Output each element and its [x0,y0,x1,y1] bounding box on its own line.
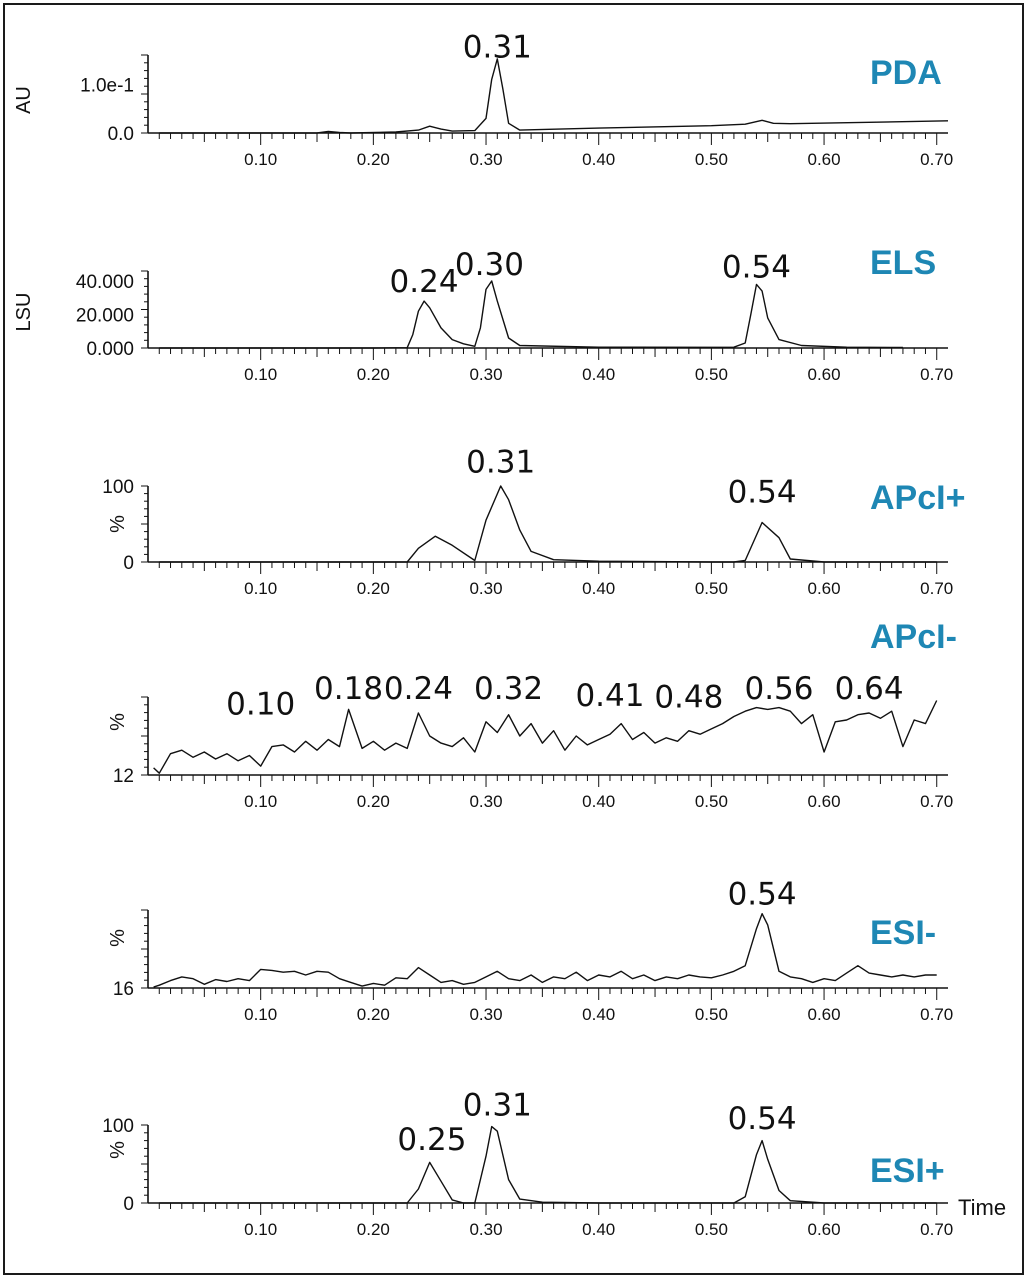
x-tick-label: 0.70 [920,579,953,598]
y-tick-label: 0.000 [86,339,134,360]
y-tick-label: 12 [113,766,134,787]
panel-els: 0.10 0.20 0.30 0.40 0.50 0.60 0.70 0.000 20.000 4… [13,244,953,384]
x-tick-label: 0.50 [695,1220,728,1239]
detector-label: ESI+ [870,1152,945,1190]
peak-label: 0.48 [654,680,723,716]
y-tick-label: 0 [123,553,134,574]
x-tick-label: 0.30 [469,792,502,811]
detector-label: ESI- [870,914,936,952]
x-tick-label: 0.20 [357,579,390,598]
x-axis-label: Time [958,1195,1006,1220]
peak-label: 0.24 [384,671,453,707]
x-tick-label: 0.40 [582,1005,615,1024]
trace-line [159,1125,937,1204]
y-tick-label: 16 [113,979,134,1000]
x-tick-label: 0.60 [808,1005,841,1024]
detector-label: ELS [870,244,936,282]
x-tick-label: 0.60 [808,150,841,169]
peak-label: 0.56 [744,671,813,707]
y-tick-label: 100 [102,1116,134,1137]
figure-frame [3,3,1024,1275]
x-tick-label: 0.20 [357,1005,390,1024]
x-tick-label: 0.50 [695,150,728,169]
panel-esi-minusplus: 0.10 0.20 0.30 0.40 0.50 0.60 0.70 0 100% 0.250.3… [102,1088,1006,1239]
x-tick-label: 0.10 [244,792,277,811]
panel-esi-minus: 0.10 0.20 0.30 0.40 0.50 0.60 0.70 16% 0.54 ESI- [107,876,953,1024]
x-tick-label: 0.50 [695,1005,728,1024]
peak-label: 0.24 [390,264,459,300]
trace-line [159,485,937,563]
x-tick-label: 0.50 [695,579,728,598]
panel-apci-minusplus: 0.10 0.20 0.30 0.40 0.50 0.60 0.70 0 100% 0.31 0.5… [102,444,965,598]
y-tick-label: 0.0 [108,124,134,145]
peak-label: 0.41 [575,678,644,714]
x-tick-label: 0.40 [582,792,615,811]
x-tick-label: 0.70 [920,792,953,811]
peak-label: 0.25 [397,1122,466,1158]
x-tick-label: 0.70 [920,1005,953,1024]
peak-label: 0.54 [728,1101,797,1137]
x-tick-label: 0.70 [920,365,953,384]
x-tick-label: 0.10 [244,1005,277,1024]
x-tick-label: 0.40 [582,365,615,384]
y-axis-label: % [107,713,129,731]
y-tick-label: 40.000 [76,272,134,293]
y-tick-label: 0 [123,1194,134,1215]
x-tick-label: 0.20 [357,365,390,384]
peak-label: 0.18 [314,671,383,707]
y-axis-label: % [107,1141,129,1159]
peak-label: 0.10 [226,687,295,723]
detector-label: PDA [870,54,942,92]
x-tick-label: 0.50 [695,792,728,811]
y-tick-label: 20.000 [76,306,134,327]
x-tick-label: 0.30 [469,365,502,384]
x-tick-label: 0.50 [695,365,728,384]
x-tick-label: 0.40 [582,150,615,169]
y-tick-label: 1.0e-1 [80,75,134,96]
x-tick-label: 0.40 [582,579,615,598]
x-tick-label: 0.10 [244,579,277,598]
peak-label: 0.54 [728,876,797,912]
x-tick-label: 0.10 [244,150,277,169]
trace-line [153,913,937,988]
detector-label: APcI+ [870,479,965,517]
panel-pda: 0.10 0.20 0.30 0.40 0.50 0.60 0.70 0.0 1.0e-1 AU 0… [13,29,953,169]
y-tick-label: 100 [102,477,134,498]
x-tick-label: 0.60 [808,579,841,598]
x-tick-label: 0.10 [244,1220,277,1239]
y-axis-label: % [107,515,129,533]
x-tick-label: 0.60 [808,365,841,384]
trace-line [159,280,903,349]
peak-label: 0.54 [722,250,791,286]
trace-line [159,58,949,134]
peak-label: 0.30 [455,247,524,283]
x-tick-label: 0.60 [808,792,841,811]
peak-label: 0.54 [728,475,797,511]
x-tick-label: 0.30 [469,579,502,598]
x-tick-label: 0.30 [469,150,502,169]
x-tick-label: 0.20 [357,150,390,169]
y-axis-label: LSU [13,293,35,332]
trace-line [153,700,938,774]
peak-label: 0.32 [474,671,543,707]
peak-label: 0.31 [463,29,532,65]
x-tick-label: 0.30 [469,1005,502,1024]
detector-label: APcI- [870,618,957,656]
peak-label: 0.64 [835,671,904,707]
x-tick-label: 0.40 [582,1220,615,1239]
x-tick-label: 0.70 [920,150,953,169]
peak-label: 0.31 [466,444,535,480]
peak-label: 0.31 [463,1088,532,1124]
y-axis-label: % [107,929,129,947]
x-tick-label: 0.20 [357,1220,390,1239]
x-tick-label: 0.70 [920,1220,953,1239]
x-tick-label: 0.10 [244,365,277,384]
x-tick-label: 0.20 [357,792,390,811]
x-tick-label: 0.60 [808,1220,841,1239]
y-axis-label: AU [13,86,35,114]
x-tick-label: 0.30 [469,1220,502,1239]
